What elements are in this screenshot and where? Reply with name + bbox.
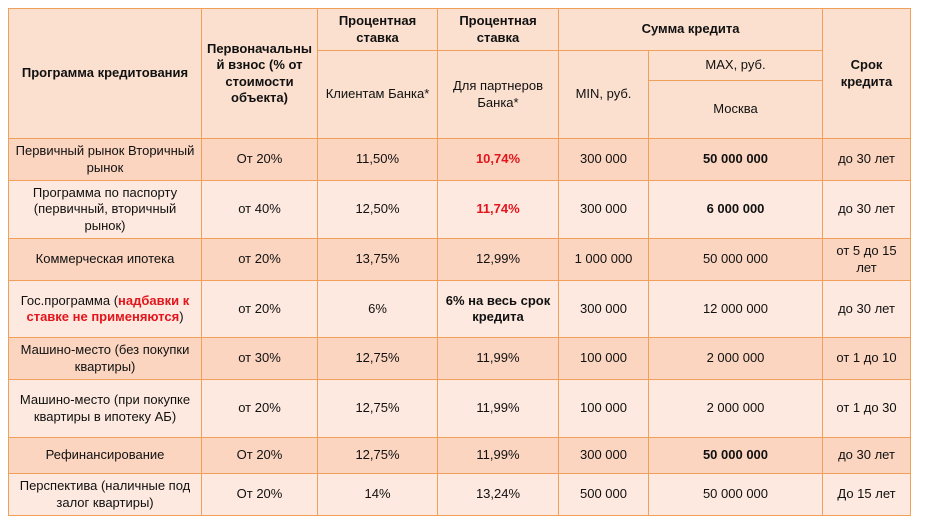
cell-min: 300 000	[558, 180, 649, 239]
cell-min: 1 000 000	[558, 238, 649, 281]
cell-rate-clients: 12,75%	[317, 337, 438, 380]
cell-rate-partners: 13,24%	[437, 473, 559, 516]
cell-rate-partners: 12,99%	[437, 238, 559, 281]
table-row: Рефинансирование От 20% 12,75% 11,99% 30…	[8, 437, 911, 474]
cell-max: 2 000 000	[648, 379, 823, 438]
cell-rate-clients: 12,75%	[317, 437, 438, 474]
cell-rate-clients: 6%	[317, 280, 438, 338]
cell-max: 50 000 000	[648, 437, 823, 474]
cell-rate-partners: 11,99%	[437, 337, 559, 380]
cell-down: от 30%	[201, 337, 318, 380]
cell-term: от 1 до 10	[822, 337, 911, 380]
cell-max: 2 000 000	[648, 337, 823, 380]
header-rate-clients-title: Процентная ставка	[317, 8, 438, 51]
cell-rate-clients: 13,75%	[317, 238, 438, 281]
cell-term: до 30 лет	[822, 437, 911, 474]
cell-rate-clients: 11,50%	[317, 138, 438, 181]
cell-down: От 20%	[201, 437, 318, 474]
header-term: Срок кредита	[822, 8, 911, 139]
cell-program: Первичный рынок Вторичный рынок	[8, 138, 202, 181]
cell-rate-partners: 11,99%	[437, 437, 559, 474]
table-row: Первичный рынок Вторичный рынок От 20% 1…	[8, 138, 911, 181]
cell-program: Перспектива (наличные под залог квартиры…	[8, 473, 202, 516]
cell-max: 50 000 000	[648, 473, 823, 516]
cell-rate-partners: 11,74%	[437, 180, 559, 239]
table-row: Коммерческая ипотека от 20% 13,75% 12,99…	[8, 238, 911, 281]
header-rate-clients-sub: Клиентам Банка*	[317, 50, 438, 139]
header-rate-partners-sub: Для партнеров Банка*	[437, 50, 559, 139]
cell-min: 100 000	[558, 379, 649, 438]
cell-down: От 20%	[201, 473, 318, 516]
cell-down: от 20%	[201, 238, 318, 281]
table-row: Перспектива (наличные под залог квартиры…	[8, 473, 911, 516]
cell-min: 500 000	[558, 473, 649, 516]
cell-term: До 15 лет	[822, 473, 911, 516]
header-moscow: Москва	[648, 80, 823, 139]
cell-term: до 30 лет	[822, 180, 911, 239]
table-row: Машино-место (при покупке квартиры в ипо…	[8, 379, 911, 438]
table-row: Гос.программа (надбавки к ставке не прим…	[8, 280, 911, 338]
header-rate-partners-title: Процентная ставка	[437, 8, 559, 51]
cell-term: до 30 лет	[822, 280, 911, 338]
cell-down: от 20%	[201, 379, 318, 438]
cell-max: 50 000 000	[648, 238, 823, 281]
cell-rate-clients: 14%	[317, 473, 438, 516]
header-down-payment: Первоначальный взнос (% от стоимости объ…	[201, 8, 318, 139]
cell-program: Машино-место (без покупки квартиры)	[8, 337, 202, 380]
cell-term: от 5 до 15 лет	[822, 238, 911, 281]
cell-min: 100 000	[558, 337, 649, 380]
cell-rate-partners: 6% на весь срок кредита	[437, 280, 559, 338]
program-text: Гос.программа (	[20, 292, 119, 308]
program-note: надбавки к ставке не применяются	[26, 292, 190, 324]
header-program: Программа кредитования	[8, 8, 202, 139]
cell-program: Рефинансирование	[8, 437, 202, 474]
cell-down: от 20%	[201, 280, 318, 338]
cell-min: 300 000	[558, 138, 649, 181]
cell-program: Программа по паспорту (первичный, вторич…	[8, 180, 202, 239]
cell-rate-partners: 10,74%	[437, 138, 559, 181]
cell-program: Коммерческая ипотека	[8, 238, 202, 281]
cell-program: Гос.программа (надбавки к ставке не прим…	[8, 280, 202, 338]
cell-min: 300 000	[558, 437, 649, 474]
cell-term: до 30 лет	[822, 138, 911, 181]
cell-max: 50 000 000	[648, 138, 823, 181]
header-max: MAX, руб.	[648, 50, 823, 81]
program-tail: )	[179, 309, 184, 324]
table-row: Машино-место (без покупки квартиры) от 3…	[8, 337, 911, 380]
cell-term: от 1 до 30	[822, 379, 911, 438]
table-row: Программа по паспорту (первичный, вторич…	[8, 180, 911, 239]
cell-down: От 20%	[201, 138, 318, 181]
cell-rate-partners: 11,99%	[437, 379, 559, 438]
header-sum-title: Сумма кредита	[558, 8, 823, 51]
cell-max: 12 000 000	[648, 280, 823, 338]
header-min: MIN, руб.	[558, 50, 649, 139]
cell-rate-clients: 12,50%	[317, 180, 438, 239]
cell-max: 6 000 000	[648, 180, 823, 239]
cell-min: 300 000	[558, 280, 649, 338]
credit-programs-table: Программа кредитования Первоначальный вз…	[8, 8, 911, 516]
cell-down: от 40%	[201, 180, 318, 239]
cell-program: Машино-место (при покупке квартиры в ипо…	[8, 379, 202, 438]
cell-rate-clients: 12,75%	[317, 379, 438, 438]
